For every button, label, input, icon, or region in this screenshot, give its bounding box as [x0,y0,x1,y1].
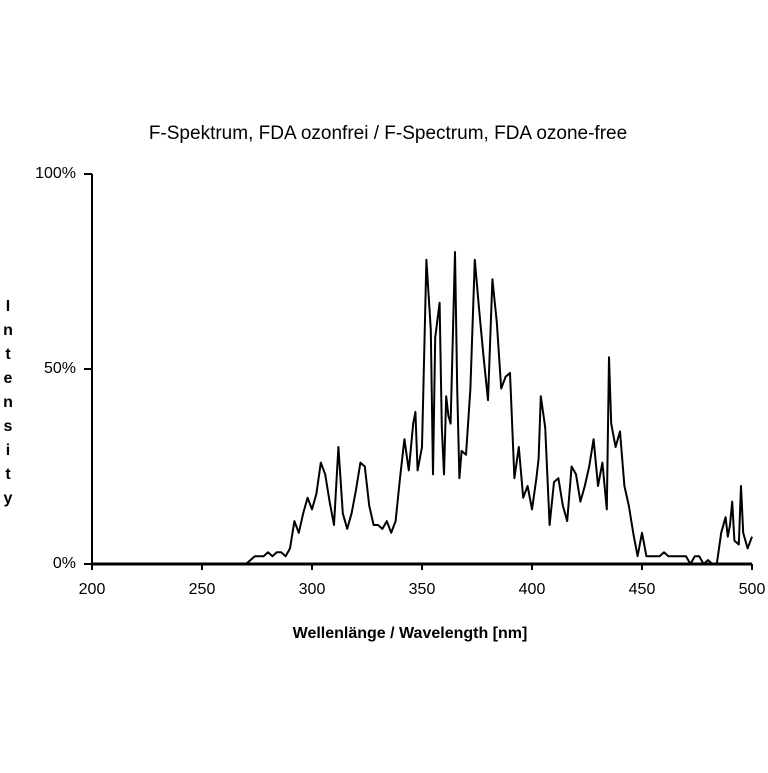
x-tick-label: 250 [189,581,216,598]
y-tick-label: 100% [35,165,76,182]
x-tick-label: 350 [409,581,436,598]
x-tick-label: 200 [79,581,106,598]
y-tick-label: 0% [53,555,76,572]
x-tick-label: 450 [629,581,656,598]
x-tick-label: 500 [739,581,766,598]
x-tick-label: 300 [299,581,326,598]
y-tick-label: 50% [44,360,76,377]
x-tick-label: 400 [519,581,546,598]
line-series [92,251,753,565]
y-axis-title: Intensity [0,298,17,514]
chart-title: F-Spektrum, FDA ozonfrei / F-Spectrum, F… [149,123,627,144]
x-axis-title: Wellenlänge / Wavelength [nm] [293,625,528,642]
